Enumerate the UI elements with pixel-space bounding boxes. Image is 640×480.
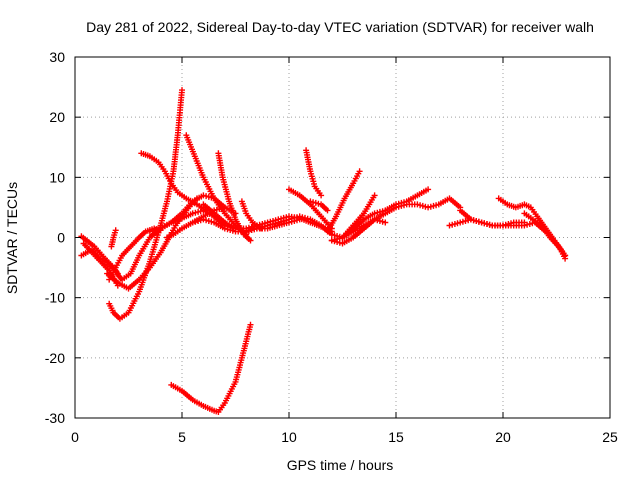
series-sat-n <box>215 150 254 244</box>
series-sat-u <box>324 168 363 235</box>
series-markers <box>339 186 432 241</box>
series-markers <box>303 147 325 199</box>
series-markers <box>106 87 185 322</box>
x-tick-label: 15 <box>388 429 404 445</box>
series-markers <box>168 321 254 415</box>
series-sat-ab <box>521 210 569 259</box>
series-sat-g <box>108 227 119 250</box>
series-markers <box>495 195 569 262</box>
x-tick-label: 10 <box>281 429 297 445</box>
series-markers <box>446 216 528 229</box>
y-tick-label: 0 <box>57 230 65 246</box>
y-tick-label: -20 <box>45 350 65 366</box>
series-layer <box>78 87 569 415</box>
series-markers <box>324 168 363 235</box>
x-axis-label: GPS time / hours <box>287 457 394 473</box>
series-markers <box>215 150 254 244</box>
series-sat-x <box>339 186 432 241</box>
series-sat-t <box>307 198 331 214</box>
series-markers <box>183 132 250 238</box>
series-markers <box>108 227 119 250</box>
series-sat-f <box>106 87 185 322</box>
y-axis-label: SDTVAR / TECUs <box>4 182 20 294</box>
y-tick-label: 30 <box>49 49 65 65</box>
y-tick-label: -10 <box>45 290 65 306</box>
x-tick-label: 20 <box>495 429 511 445</box>
y-tick-label: 20 <box>49 109 65 125</box>
x-tick-label: 25 <box>602 429 618 445</box>
x-tick-label: 0 <box>71 429 79 445</box>
series-markers <box>521 210 569 259</box>
y-tick-label: 10 <box>49 169 65 185</box>
series-sat-z <box>446 216 528 229</box>
series-markers <box>307 198 331 214</box>
y-tick-label: -30 <box>45 410 65 426</box>
series-sat-k <box>168 321 254 415</box>
x-tick-label: 5 <box>178 429 186 445</box>
chart-title: Day 281 of 2022, Sidereal Day-to-day VTE… <box>86 19 594 35</box>
grid-layer <box>75 57 610 418</box>
series-sat-s <box>303 147 325 199</box>
ticks-layer: 0 5 10 15 20 25 -30 -20 -10 0 10 20 30 <box>45 49 618 445</box>
series-sat-aa <box>495 195 569 262</box>
series-markers <box>106 225 164 283</box>
